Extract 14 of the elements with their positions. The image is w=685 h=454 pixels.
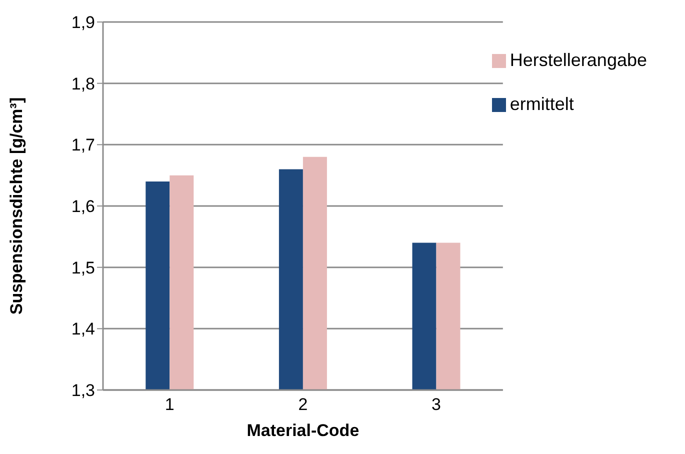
x-axis-title: Material-Code bbox=[246, 421, 360, 440]
y-tick-label: 1,8 bbox=[71, 74, 95, 94]
x-tick-label: 2 bbox=[298, 395, 308, 414]
x-tick-label: 3 bbox=[432, 395, 441, 414]
y-tick-label: 1,6 bbox=[71, 197, 95, 216]
y-tick-label: 1,3 bbox=[71, 381, 95, 400]
x-tick-label: 1 bbox=[164, 395, 174, 414]
legend-label: ermittelt bbox=[510, 94, 574, 114]
y-tick-label: 1,7 bbox=[71, 136, 95, 155]
y-tick-label: 1,9 bbox=[71, 13, 95, 32]
y-axis-title: Suspensionsdichte [g/cm³] bbox=[7, 97, 26, 315]
y-tick-label: 1,4 bbox=[71, 320, 95, 339]
legend-label: Herstellerangabe bbox=[510, 50, 647, 70]
y-tick-label: 1,5 bbox=[71, 258, 95, 278]
